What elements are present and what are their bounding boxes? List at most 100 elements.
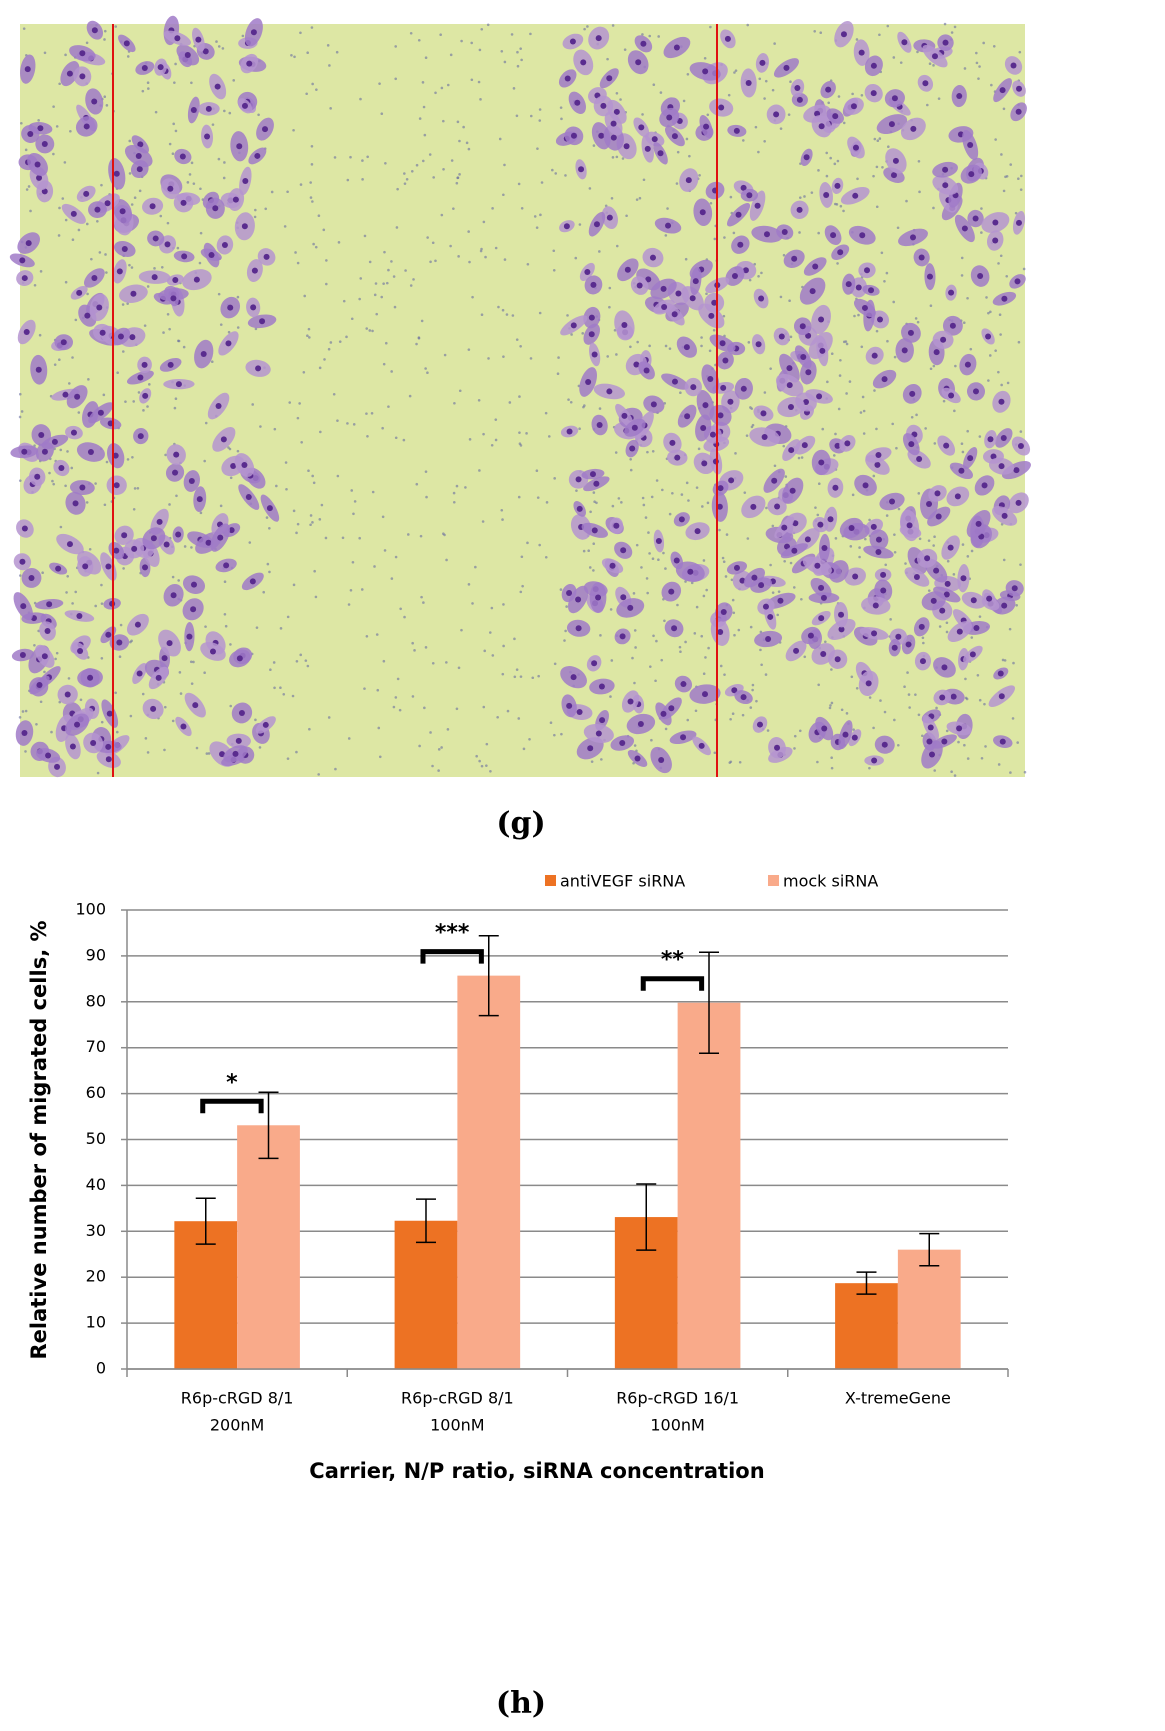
panel-label: (h) [496,1686,546,1721]
nucleus [874,461,881,468]
nucleus [135,153,142,160]
nucleus [190,606,197,613]
speckle [360,588,364,591]
speckle [496,715,499,719]
speckle [474,565,477,569]
speckle [314,245,318,249]
nucleus [196,496,203,503]
speckle [759,648,762,652]
nucleus [263,253,270,260]
speckle [137,391,141,394]
speckle [771,88,775,92]
speckle [298,402,301,405]
nucleus [809,288,816,295]
nucleus [791,547,798,554]
nucleus [948,392,955,399]
nucleus [840,31,847,38]
speckle [296,261,300,265]
speckle [700,344,703,348]
significance-label: ** [661,948,685,973]
speckle [731,712,735,716]
speckle [248,541,252,544]
nucleus [598,683,605,690]
nucleus [990,453,997,460]
speckle [925,103,929,107]
speckle [868,696,872,699]
nucleus [215,403,222,410]
speckle [486,23,490,27]
speckle [429,731,432,734]
nucleus [184,51,191,58]
speckle [296,522,300,526]
nucleus [870,62,877,69]
bar [394,1220,458,1369]
nucleus [793,647,800,654]
y-tick-label: 40 [86,1175,106,1194]
nucleus [981,482,988,489]
nucleus [37,125,44,132]
speckle [765,506,768,510]
nucleus [596,421,603,428]
nucleus [64,691,71,698]
nucleus [631,424,638,431]
speckle [39,700,43,704]
speckle [405,177,409,181]
nucleus [66,70,73,77]
nucleus [69,743,76,750]
nucleus [702,402,709,409]
legend-label: antiVEGF siRNA [560,872,685,891]
speckle [163,748,166,752]
speckle [960,442,964,446]
nucleus [660,710,667,717]
speckle [232,79,236,82]
speckle [559,106,563,109]
nucleus [816,393,823,400]
nucleus [657,150,664,157]
speckle [440,746,443,749]
speckle [105,460,109,464]
speckle [623,48,627,51]
nucleus [858,49,865,56]
speckle [426,236,429,239]
nucleus [871,630,878,637]
nucleus [35,366,42,373]
speckle [743,491,747,494]
speckle [380,112,384,116]
speckle [921,636,925,640]
speckle [374,282,378,285]
speckle [536,147,539,150]
speckle [538,119,542,122]
speckle [262,590,266,594]
nucleus [45,752,52,759]
nucleus [245,494,252,501]
nucleus [241,102,248,109]
nucleus [62,391,69,398]
speckle [664,727,668,731]
nucleus [204,133,211,140]
speckle [382,659,386,663]
speckle [592,144,596,147]
nucleus [969,651,976,658]
nucleus [864,267,871,274]
nucleus [137,374,144,381]
nucleus [94,206,101,213]
speckle [502,644,505,648]
speckle [817,169,820,172]
speckle [266,562,270,566]
nucleus [598,132,605,139]
nucleus [164,241,171,248]
speckle [878,137,882,140]
speckle [722,314,726,318]
speckle [27,185,31,188]
speckle [328,64,331,67]
nucleus [97,409,104,416]
speckle [359,277,363,280]
nucleus [928,751,935,758]
speckle [434,259,437,263]
nucleus [1013,467,1020,474]
speckle [322,228,326,232]
speckle [779,127,783,130]
nucleus [671,625,678,632]
nucleus [569,38,576,45]
speckle [581,332,585,335]
